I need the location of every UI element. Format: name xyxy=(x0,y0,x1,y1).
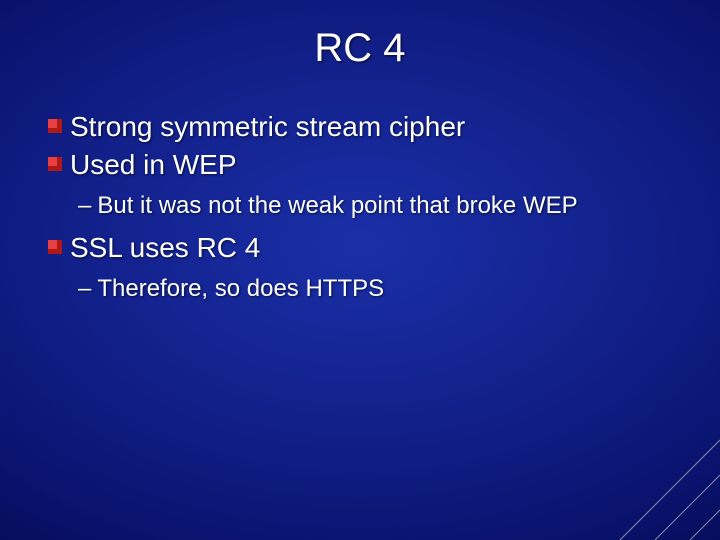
dash-icon: – xyxy=(78,190,91,222)
sub-item: – But it was not the weak point that bro… xyxy=(48,190,672,222)
sub-item: – Therefore, so does HTTPS xyxy=(48,273,672,305)
slide-content: Strong symmetric stream cipher Used in W… xyxy=(0,81,720,305)
dash-icon: – xyxy=(78,273,91,305)
bullet-text: SSL uses RC 4 xyxy=(70,230,260,266)
corner-decoration-icon xyxy=(610,430,720,540)
square-bullet-icon xyxy=(48,119,62,133)
sub-text: Therefore, so does HTTPS xyxy=(97,273,384,305)
slide: RC 4 Strong symmetric stream cipher Used… xyxy=(0,0,720,540)
bullet-item: Strong symmetric stream cipher xyxy=(48,109,672,145)
bullet-item: Used in WEP xyxy=(48,147,672,183)
square-bullet-icon xyxy=(48,240,62,254)
bullet-text: Strong symmetric stream cipher xyxy=(70,109,465,145)
slide-title: RC 4 xyxy=(0,0,720,81)
sub-text: But it was not the weak point that broke… xyxy=(97,190,577,222)
bullet-item: SSL uses RC 4 xyxy=(48,230,672,266)
bullet-text: Used in WEP xyxy=(70,147,237,183)
square-bullet-icon xyxy=(48,157,62,171)
